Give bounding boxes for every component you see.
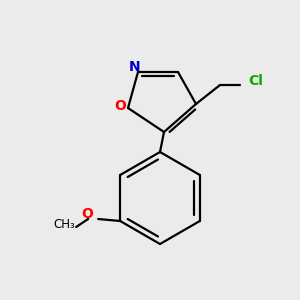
Text: N: N	[129, 60, 141, 74]
Text: Cl: Cl	[249, 74, 263, 88]
Text: CH₃: CH₃	[53, 218, 75, 232]
Text: O: O	[114, 99, 126, 113]
Text: O: O	[81, 207, 93, 221]
